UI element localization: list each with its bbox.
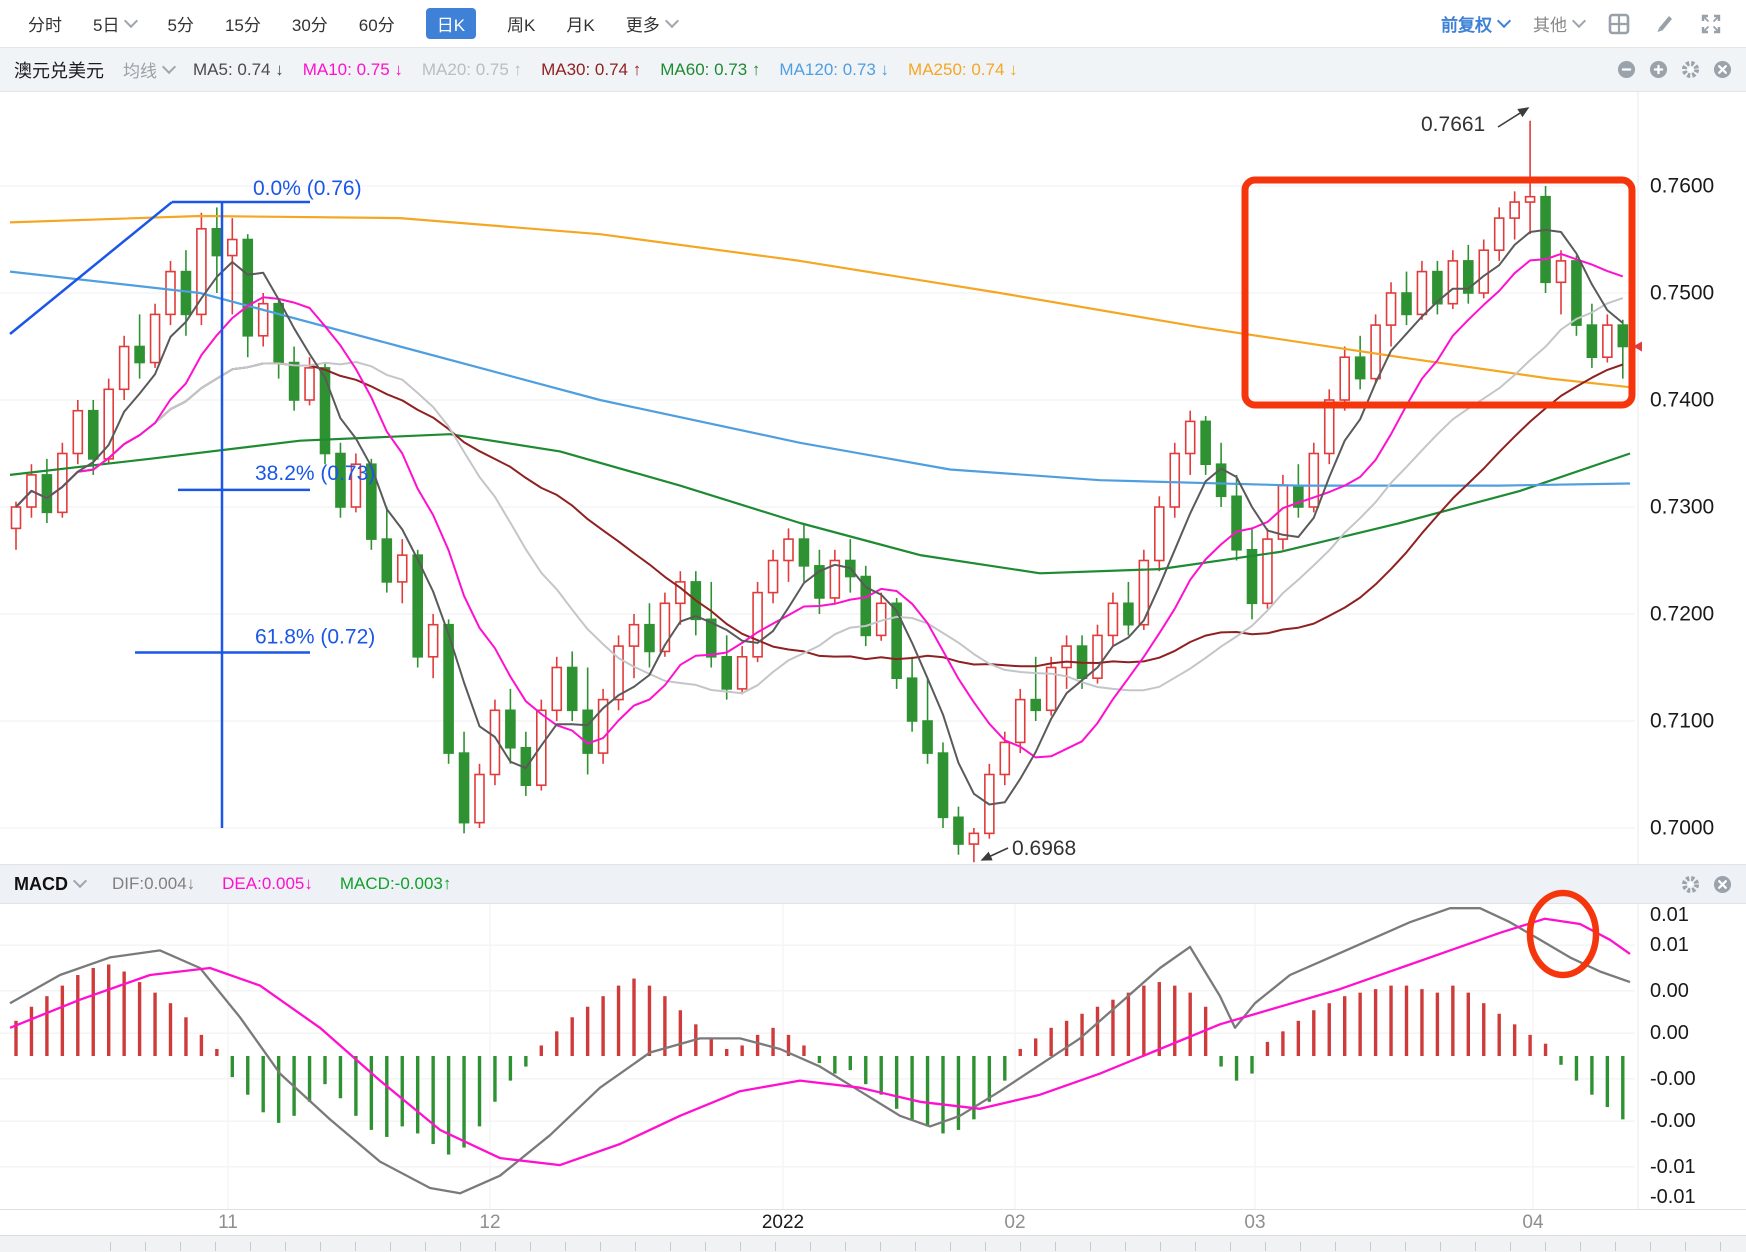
svg-text:0.7661: 0.7661	[1421, 113, 1485, 136]
svg-text:-0.00: -0.00	[1650, 1110, 1696, 1132]
macd-legend-row: MACD DIF:0.004↓ DEA:0.005↓ MACD:-0.003↑	[0, 864, 1746, 904]
svg-text:0.01: 0.01	[1650, 934, 1689, 956]
period-toolbar: 分时 5日 5分 15分 30分 60分 日K 周K 月K 更多 前复权 其他	[0, 0, 1746, 48]
macd-lines	[9, 907, 1631, 1195]
last-price-marker	[1633, 341, 1642, 352]
ma10-value: MA10: 0.75 ↓	[302, 59, 403, 79]
chart-annotations: 0.7661 0.6968	[980, 107, 1642, 861]
tab-weekly-k[interactable]: 周K	[507, 16, 536, 35]
adjust-mode-dropdown[interactable]: 前复权	[1441, 11, 1512, 36]
ma250-value: MA250: 0.74 ↓	[908, 59, 1018, 79]
macd-selector-dropdown[interactable]: MACD	[14, 873, 88, 895]
time-axis-label: 12	[479, 1212, 501, 1233]
fullscreen-icon[interactable]	[1700, 13, 1722, 35]
tab-5min[interactable]: 5分	[167, 16, 194, 35]
zoom-in-icon[interactable]	[1649, 60, 1668, 79]
tab-more[interactable]: 更多	[626, 11, 679, 36]
range-slider-strip[interactable]	[0, 1235, 1746, 1252]
highlight-circle	[1526, 889, 1600, 979]
ma5-value: MA5: 0.74 ↓	[193, 59, 284, 79]
main-chart-area[interactable]: 0.0% (0.76) 38.2% (0.73) 61.8% (0.72) 0.760…	[0, 92, 1746, 864]
svg-text:0.7100: 0.7100	[1650, 710, 1714, 733]
tab-timeshare[interactable]: 分时	[28, 16, 62, 35]
panel-grid-icon[interactable]	[1608, 13, 1630, 35]
indicator-settings-icon[interactable]	[1681, 60, 1700, 79]
chevron-down-icon	[72, 873, 88, 889]
time-axis-label: 04	[1522, 1212, 1544, 1233]
fib-label: 38.2% (0.73)	[255, 462, 375, 485]
macd-chart[interactable]: 0.01 0.01 0.00 0.00 -0.00 -0.00 -0.01 -0.01	[0, 889, 1746, 1209]
ma20-value: MA20: 0.75 ↑	[421, 59, 523, 79]
highlight-rectangle	[1241, 176, 1636, 409]
dea-value: DEA:0.005↓	[222, 874, 313, 893]
close-indicator-icon[interactable]	[1713, 60, 1732, 79]
macd-settings-icon[interactable]	[1681, 875, 1700, 894]
symbol-name: 澳元兑美元	[14, 60, 104, 81]
tab-15min[interactable]: 15分	[224, 16, 261, 35]
svg-text:0.7300: 0.7300	[1650, 496, 1714, 519]
fib-retracement[interactable]: 0.0% (0.76) 38.2% (0.73) 61.8% (0.72)	[9, 177, 375, 828]
svg-text:0.7000: 0.7000	[1650, 817, 1714, 840]
tab-5day[interactable]: 5日	[93, 11, 139, 36]
zoom-out-icon[interactable]	[1617, 60, 1636, 79]
chevron-down-icon	[664, 13, 679, 28]
macd-histogram	[14, 964, 1625, 1155]
chevron-down-icon	[124, 13, 139, 28]
ma-lines	[9, 214, 1631, 806]
other-dropdown[interactable]: 其他	[1533, 11, 1587, 36]
macd-close-icon[interactable]	[1713, 875, 1732, 894]
svg-text:-0.01: -0.01	[1650, 1186, 1696, 1208]
svg-text:0.01: 0.01	[1650, 904, 1689, 926]
ma60-value: MA60: 0.73 ↑	[660, 59, 761, 79]
tab-daily-k[interactable]: 日K	[425, 8, 477, 39]
svg-text:0.7400: 0.7400	[1650, 389, 1714, 412]
ma120-value: MA120: 0.73 ↓	[779, 59, 890, 79]
svg-text:0.7500: 0.7500	[1650, 282, 1714, 305]
ma-legend-row: 澳元兑美元 均线 MA5: 0.74 ↓ MA10: 0.75 ↓ MA20: …	[0, 48, 1746, 92]
svg-text:0.7600: 0.7600	[1650, 175, 1714, 198]
time-axis-label: 02	[1004, 1212, 1026, 1233]
candlestick-chart[interactable]: 0.0% (0.76) 38.2% (0.73) 61.8% (0.72) 0.760…	[0, 92, 1746, 864]
time-axis-label: 2022	[761, 1212, 805, 1233]
chevron-down-icon	[161, 59, 177, 74]
fib-label: 61.8% (0.72)	[255, 626, 375, 649]
macd-gridlines	[0, 904, 1639, 1209]
macd-chart-area[interactable]: 0.01 0.01 0.00 0.00 -0.00 -0.00 -0.01 -0.01	[0, 889, 1746, 1209]
dif-value: DIF:0.004↓	[112, 874, 196, 893]
price-gridlines	[0, 92, 1639, 864]
chevron-down-icon	[1571, 13, 1587, 28]
svg-text:-0.00: -0.00	[1650, 1068, 1696, 1090]
time-axis-label: 03	[1244, 1212, 1266, 1233]
tab-60min[interactable]: 60分	[358, 16, 395, 35]
tab-30min[interactable]: 30分	[291, 16, 328, 35]
ma30-value: MA30: 0.74 ↑	[541, 59, 642, 79]
svg-text:0.00: 0.00	[1650, 980, 1689, 1002]
chevron-down-icon	[1496, 13, 1512, 28]
price-axis-labels: 0.7600 0.7500 0.7400 0.7300 0.7200 0.7100 0.70…	[1650, 175, 1714, 840]
time-axis: 11 12 2022 02 03 04	[0, 1209, 1746, 1235]
svg-text:0.00: 0.00	[1650, 1022, 1689, 1044]
ma-selector-dropdown[interactable]: 均线	[123, 57, 177, 82]
macd-axis-labels: 0.01 0.01 0.00 0.00 -0.00 -0.00 -0.01 -0.01	[1650, 904, 1696, 1208]
svg-text:-0.01: -0.01	[1650, 1156, 1696, 1178]
brush-icon[interactable]	[1654, 13, 1676, 35]
time-axis-label: 11	[218, 1212, 238, 1233]
svg-text:0.6968: 0.6968	[1012, 837, 1076, 860]
tab-monthly-k[interactable]: 月K	[566, 16, 595, 35]
macd-hist-value: MACD:-0.003↑	[339, 874, 452, 893]
fib-label: 0.0% (0.76)	[253, 177, 362, 200]
svg-text:0.7200: 0.7200	[1650, 603, 1714, 626]
